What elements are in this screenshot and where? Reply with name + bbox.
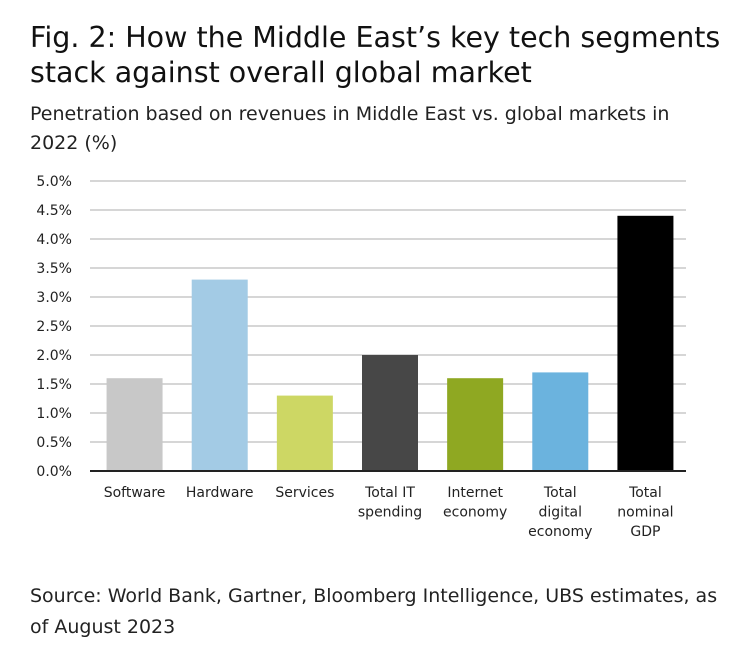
y-tick-label: 0.0%	[36, 464, 72, 480]
x-tick-label: Total IT	[364, 485, 415, 501]
x-tick-label: Services	[275, 485, 334, 501]
bar-0	[106, 378, 163, 471]
y-tick-label: 5.0%	[36, 174, 72, 190]
bar-5	[532, 372, 589, 471]
y-tick-label: 3.0%	[36, 290, 72, 306]
y-tick-label: 4.0%	[36, 232, 72, 248]
y-tick-label: 1.5%	[36, 377, 72, 393]
x-tick-label: Software	[104, 485, 166, 501]
bar-3	[362, 355, 418, 471]
chart-title: Fig. 2: How the Middle East’s key tech s…	[30, 21, 721, 89]
x-tick-label: Internet	[447, 485, 503, 501]
bar-2	[276, 395, 333, 471]
x-tick-label: Total	[628, 485, 662, 501]
x-tick-label: Total	[543, 485, 577, 501]
chart-subtitle: Penetration based on revenues in Middle …	[30, 103, 670, 154]
y-tick-label: 2.0%	[36, 348, 72, 364]
y-tick-label: 1.0%	[36, 406, 72, 422]
x-tick-label: economy	[443, 505, 507, 521]
y-tick-label: 3.5%	[36, 261, 72, 277]
x-tick-label: Hardware	[186, 485, 254, 501]
bar-1	[191, 279, 248, 471]
bar-6	[617, 215, 674, 471]
y-tick-label: 0.5%	[36, 435, 72, 451]
bar-4	[447, 378, 504, 471]
source-note: Source: World Bank, Gartner, Bloomberg I…	[30, 585, 718, 638]
x-tick-label: digital	[539, 505, 583, 521]
x-tick-label: spending	[358, 505, 422, 521]
x-tick-label: GDP	[630, 524, 660, 540]
y-tick-label: 4.5%	[36, 203, 72, 219]
y-tick-label: 2.5%	[36, 319, 72, 335]
x-tick-label: nominal	[617, 505, 673, 521]
x-tick-label: economy	[528, 524, 592, 540]
